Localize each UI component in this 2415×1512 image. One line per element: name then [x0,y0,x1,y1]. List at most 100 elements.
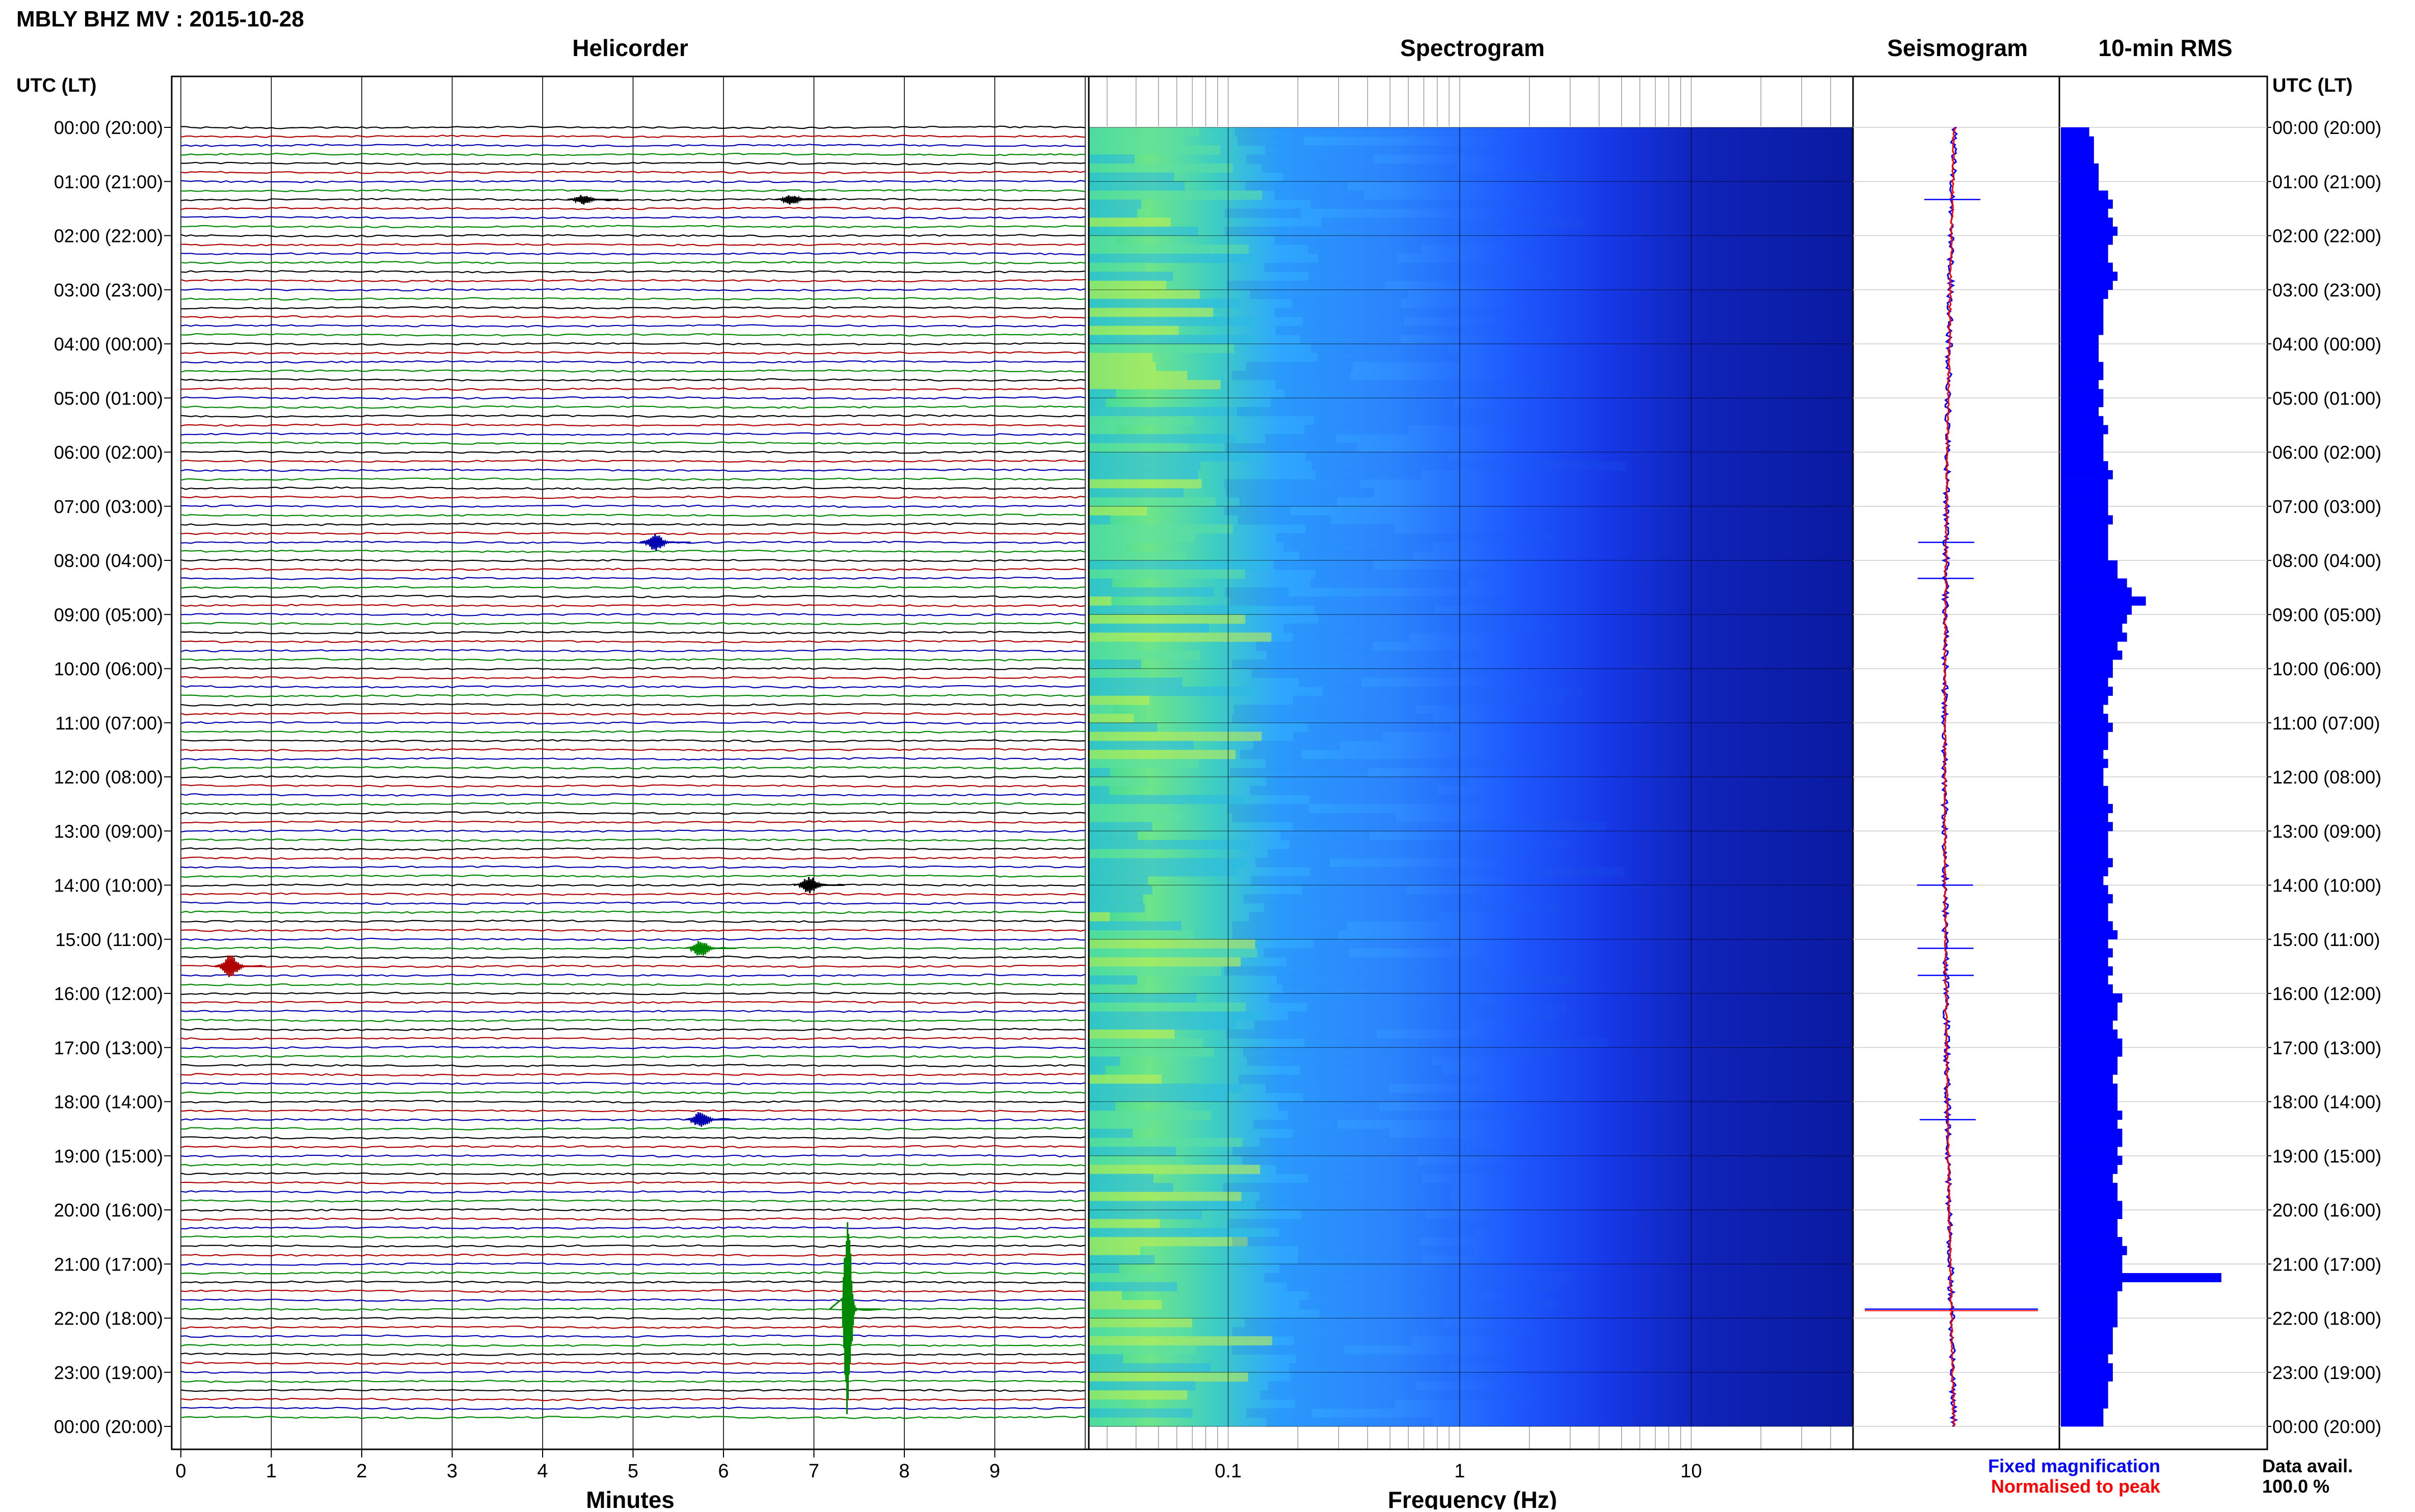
spectrogram-row-texture [1231,714,1434,723]
spectrogram-row-texture [1224,479,1360,489]
spectrogram-row-texture [1282,984,1532,994]
helicorder-trace [180,1037,1086,1040]
helicorder-trace [180,1226,1086,1230]
helicorder-trace [180,324,1086,328]
helicorder-trace [180,396,1086,400]
rms-bar [2061,1011,2118,1021]
helicorder-trace [180,604,1086,608]
spectrogram-row-texture [1229,768,1368,777]
spectrogram-row-texture [1289,840,1568,850]
helicorder-trace [180,513,1086,517]
data-availability-label: Data avail. [2262,1455,2353,1476]
spectrogram-row [1089,623,1210,633]
spectrogram-row [1089,380,1221,390]
spectrogram-row [1089,218,1171,227]
helicorder-trace [180,658,1086,662]
helicorder-trace [180,639,1086,643]
spectrogram-row [1089,930,1194,940]
helicorder-trace [180,1407,1086,1411]
spectrogram-row-texture [1283,623,1556,633]
rms-bar [2061,686,2113,696]
spectrogram-row [1089,686,1254,696]
spectrogram-row [1089,678,1183,687]
helicorder-trace [180,486,1086,490]
spectrogram-row-texture [1250,289,1408,299]
helicorder-trace [180,1109,1086,1113]
spectrogram-row [1089,840,1250,850]
spectrogram-row [1089,1165,1260,1174]
rms-bar [2061,705,2104,714]
rms-bar [2061,199,2113,209]
spectrogram-row [1089,876,1148,885]
spectrogram-row [1089,281,1167,290]
helicorder-trace [180,351,1086,355]
rms-bar [2061,1182,2118,1192]
helicorder-trace [180,919,1086,923]
spectrogram-row [1089,804,1160,814]
spectrogram-row-texture [1302,316,1404,327]
spectrogram-row-texture [1265,145,1520,155]
spectrogram-row-texture [1300,335,1401,344]
helicorder-trace [180,1325,1086,1329]
spectrogram-row-texture [1249,912,1439,922]
helicorder-trace [180,649,1086,653]
spectrogram-row [1089,975,1138,985]
rms-bar [2061,272,2118,281]
spectrogram-row-texture [1304,425,1409,435]
spectrogram-row-texture [1299,1300,1560,1310]
rms-bar [2061,1336,2113,1345]
spectrogram-row [1089,1237,1248,1247]
helicorder-trace [180,811,1086,815]
rms-bar [2061,894,2113,904]
helicorder-trace [180,522,1086,526]
spectrogram-row [1089,1255,1155,1264]
helicorder-trace [180,234,1086,237]
spectrogram-row-texture [1239,497,1338,507]
minute-tick-label: 8 [899,1461,909,1482]
spectrogram-row [1089,163,1233,173]
left-time-header: UTC (LT) [16,75,97,96]
spectrogram-row [1089,651,1201,660]
spectrogram-row [1089,145,1220,155]
rms-bar [2061,479,2108,489]
rms-bar [2061,316,2104,326]
spectrogram-row-texture [1298,1255,1423,1264]
spectrogram-row [1089,1155,1185,1165]
helicorder-trace [180,865,1086,869]
left-time-label: 19:00 (15:00) [54,1146,163,1167]
spectrogram-row-texture [1266,1417,1434,1427]
rms-bar [2061,641,2118,651]
helicorder-trace [180,269,1086,274]
helicorder-trace [180,1334,1086,1338]
frequency-axis-label: Frequency (Hz) [1388,1487,1557,1509]
rms-bar [2061,218,2113,227]
spectrogram-row [1089,1020,1237,1030]
helicorder-event [214,955,266,978]
rms-bar [2061,759,2108,768]
helicorder-trace [180,1190,1086,1194]
spectrogram-row-texture [1255,1201,1454,1210]
rms-bar [2061,398,2104,408]
spectrogram-row-texture [1274,235,1541,245]
plot-title: MBLY BHZ MV : 2015-10-28 [16,7,304,32]
rms-bar [2061,1002,2118,1012]
rms-bar [2061,849,2108,858]
rms-bar [2061,1345,2113,1355]
spectrogram-row [1089,1309,1162,1318]
spectrogram-row-texture [1264,948,1350,958]
rms-bar [2061,262,2113,272]
spectrogram-row-texture [1274,190,1364,200]
helicorder-trace [180,1172,1086,1176]
rms-bar [2061,1219,2118,1228]
helicorder-trace [180,1298,1086,1302]
left-time-label: 04:00 (00:00) [54,334,163,355]
spectrogram-row [1089,353,1153,362]
spectrogram-row-texture [1265,759,1549,768]
rms-bar [2061,984,2113,994]
rms-bar [2061,389,2104,398]
spectrogram-row [1089,786,1109,795]
rms-bar [2061,245,2108,254]
rms-bar [2061,1327,2113,1337]
spectrogram-row-texture [1291,1372,1528,1382]
rms-bar [2061,741,2108,750]
